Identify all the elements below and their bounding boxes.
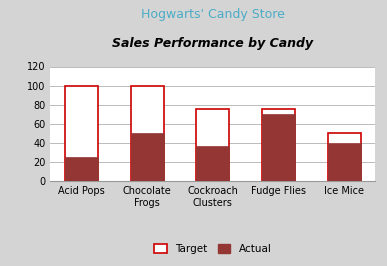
Text: Sales Performance by Candy: Sales Performance by Candy (112, 37, 313, 50)
Legend: Target, Actual: Target, Actual (150, 240, 276, 258)
Bar (328, 133, 361, 181)
Text: Hogwarts' Candy Store: Hogwarts' Candy Store (141, 8, 285, 21)
Bar (131, 86, 164, 181)
Bar (197, 109, 229, 181)
Bar (197, 146, 229, 181)
Bar (65, 157, 98, 181)
Bar (262, 109, 295, 181)
Bar (65, 86, 98, 181)
Bar (131, 133, 164, 181)
Bar (328, 143, 361, 181)
Bar (262, 114, 295, 181)
